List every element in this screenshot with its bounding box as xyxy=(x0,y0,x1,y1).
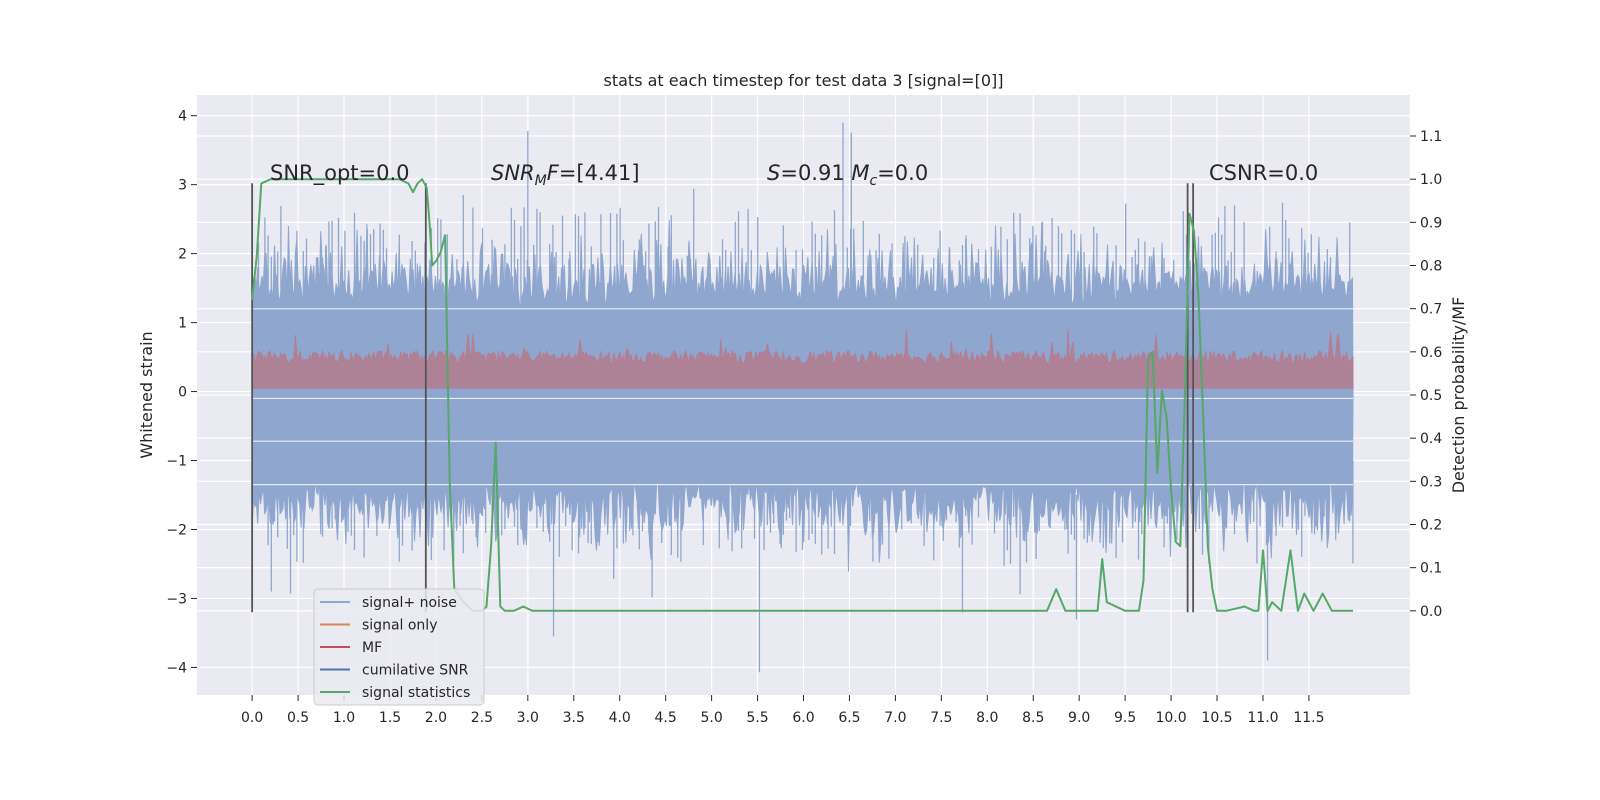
x-tick-label: 0.0 xyxy=(241,710,263,726)
annotation-1: SNRMF=[4.41] xyxy=(491,161,640,189)
annotation-part: S xyxy=(767,161,780,185)
x-tick-label: 5.5 xyxy=(746,710,768,726)
y-tick-label: −1 xyxy=(166,454,187,470)
y-tick-label: 3 xyxy=(178,178,187,194)
x-tick-label: 5.0 xyxy=(700,710,722,726)
annotation-0: SNR_opt=0.0 xyxy=(270,161,410,186)
y-tick-label: 1 xyxy=(178,316,187,332)
y-tick-label: 4 xyxy=(178,109,187,125)
legend-label: signal only xyxy=(362,618,437,634)
x-tick-label: 7.5 xyxy=(930,710,952,726)
y-tick-label: 0 xyxy=(178,385,187,401)
y2-axis-label: Detection probability/MF xyxy=(1449,297,1468,494)
annotation-part: c xyxy=(870,173,878,189)
mf-band-layer xyxy=(251,329,1354,389)
annotation-part: =0.91 xyxy=(780,161,851,185)
x-tick-label: 9.5 xyxy=(1114,710,1136,726)
y2-tick-label: 1.1 xyxy=(1420,129,1442,145)
x-tick-label: 3.0 xyxy=(517,710,539,726)
x-tick-label: 7.0 xyxy=(884,710,906,726)
y-axis-label: Whitened strain xyxy=(137,331,156,458)
y2-tick-label: 0.0 xyxy=(1420,604,1442,620)
annotation-part: =0.0 xyxy=(877,161,928,185)
annotation-part: =[4.41] xyxy=(559,161,640,185)
noise-band-layer xyxy=(251,122,1354,673)
legend: signal+ noise signal only MF cumilative SNR… xyxy=(313,588,485,706)
x-tick-label: 9.0 xyxy=(1068,710,1090,726)
y-tick-label: −3 xyxy=(166,591,187,607)
annotation-part: SNR xyxy=(491,161,535,185)
x-tick-label: 6.5 xyxy=(838,710,860,726)
y2-tick-label: 0.2 xyxy=(1420,517,1442,533)
axis-ticks: 0.0 0.5 1.0 1.5 2.0 2.5 3.0 3.5 4.0 4.5 5.0 5.5 6.0 6… xyxy=(166,109,1442,726)
x-tick-label: 4.0 xyxy=(609,710,631,726)
chart-title: stats at each timestep for test data 3 [… xyxy=(604,71,1004,90)
y-tick-label: −4 xyxy=(166,660,187,676)
annotation-3: CSNR=0.0 xyxy=(1209,161,1318,185)
x-tick-label: 6.0 xyxy=(792,710,814,726)
y2-tick-label: 0.8 xyxy=(1420,259,1442,275)
annotation-part: M xyxy=(851,161,869,185)
x-tick-label: 0.5 xyxy=(287,710,309,726)
legend-label: signal statistics xyxy=(362,685,470,701)
x-tick-label: 1.5 xyxy=(379,710,401,726)
legend-label: cumilative SNR xyxy=(362,663,469,679)
y2-tick-label: 0.5 xyxy=(1420,388,1442,404)
y2-tick-label: 0.7 xyxy=(1420,302,1442,318)
y2-tick-label: 0.1 xyxy=(1420,561,1442,577)
mf-band xyxy=(251,329,1354,389)
x-tick-label: 11.0 xyxy=(1247,710,1278,726)
series-lines xyxy=(251,178,1353,612)
y2-tick-label: 0.3 xyxy=(1420,474,1442,490)
annotation-2: S=0.91 Mc=0.0 xyxy=(767,161,928,189)
y2-tick-label: 0.9 xyxy=(1420,215,1442,231)
x-tick-label: 11.5 xyxy=(1293,710,1324,726)
x-tick-label: 8.0 xyxy=(976,710,998,726)
x-tick-label: 4.5 xyxy=(655,710,677,726)
annotation-part: M xyxy=(535,173,547,189)
legend-box xyxy=(313,588,485,706)
x-tick-label: 8.5 xyxy=(1022,710,1044,726)
annotation-part: CSNR=0.0 xyxy=(1209,161,1318,185)
y-tick-label: −2 xyxy=(166,522,187,538)
annotations: SNR_opt=0.0 SNRMF=[4.41] S=0.91 Mc=0.0 CSNR… xyxy=(270,161,1318,189)
x-tick-label: 2.0 xyxy=(425,710,447,726)
y2-tick-label: 1.0 xyxy=(1420,172,1442,188)
y2-tick-label: 0.6 xyxy=(1420,345,1442,361)
legend-label: signal+ noise xyxy=(362,595,457,611)
annotation-part: F xyxy=(547,161,560,185)
series-line-signal-statistics xyxy=(251,178,1353,612)
x-tick-label: 10.0 xyxy=(1155,710,1186,726)
y2-tick-label: 0.4 xyxy=(1420,431,1442,447)
annotation-part: SNR_opt=0.0 xyxy=(270,161,410,186)
x-tick-label: 10.5 xyxy=(1201,710,1232,726)
x-tick-label: 1.0 xyxy=(333,710,355,726)
x-tick-label: 2.5 xyxy=(471,710,493,726)
x-tick-label: 3.5 xyxy=(563,710,585,726)
legend-label: MF xyxy=(362,640,382,656)
y-tick-label: 2 xyxy=(178,247,187,263)
